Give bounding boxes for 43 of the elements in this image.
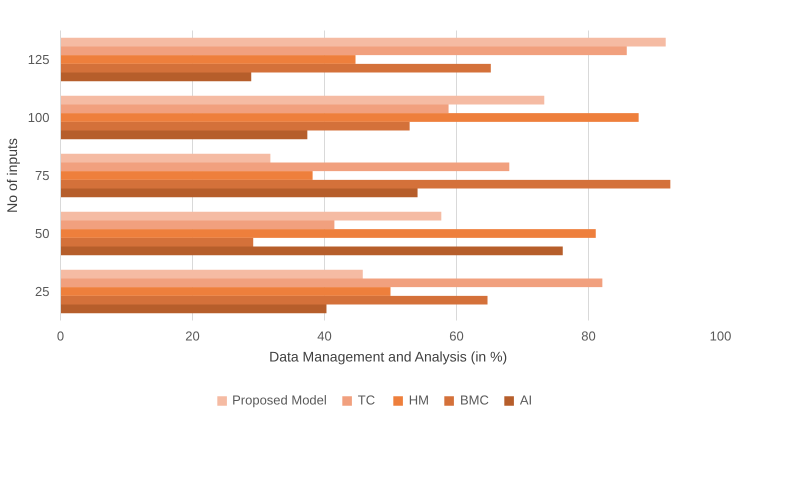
bar <box>60 72 252 82</box>
bar <box>60 229 596 238</box>
bar <box>60 130 308 140</box>
y-tick-label: 50 <box>35 226 50 241</box>
y-tick-label: 25 <box>35 284 50 299</box>
legend-label: AI <box>520 392 534 408</box>
bar <box>60 154 270 162</box>
bar <box>60 246 563 256</box>
legend-label: TC <box>358 392 376 408</box>
bar <box>60 238 254 247</box>
y-tick-label: 125 <box>28 52 50 67</box>
bar <box>60 296 488 305</box>
x-tick-label: 40 <box>317 328 332 344</box>
x-axis-title: Data Management and Analysis (in %) <box>269 348 508 364</box>
bar <box>60 104 449 114</box>
bar <box>60 180 670 189</box>
bar <box>60 188 418 198</box>
legend-label: BMC <box>460 392 489 408</box>
y-axis-title: No of inputs <box>4 138 20 213</box>
bar <box>60 113 639 122</box>
bar <box>60 162 510 172</box>
bar <box>60 278 602 288</box>
bar <box>60 64 491 73</box>
y-tick-label: 75 <box>35 168 50 183</box>
bar <box>60 220 334 230</box>
x-tick-label: 80 <box>581 328 596 344</box>
bar <box>60 212 442 220</box>
legend-label: Proposed Model <box>232 392 327 408</box>
bar <box>60 122 410 131</box>
legend-label: HM <box>408 392 429 408</box>
bar <box>60 304 326 314</box>
bar <box>60 46 627 56</box>
x-tick-label: 0 <box>56 328 64 344</box>
bar <box>60 287 390 296</box>
x-tick-label: 60 <box>449 328 464 344</box>
x-tick-label: 20 <box>185 328 200 344</box>
y-tick-label: 100 <box>28 110 50 125</box>
bar <box>60 270 363 278</box>
bar <box>60 171 313 180</box>
bar <box>60 96 544 104</box>
bar <box>60 38 666 46</box>
bar <box>60 55 356 64</box>
x-tick-label: 100 <box>710 328 732 344</box>
